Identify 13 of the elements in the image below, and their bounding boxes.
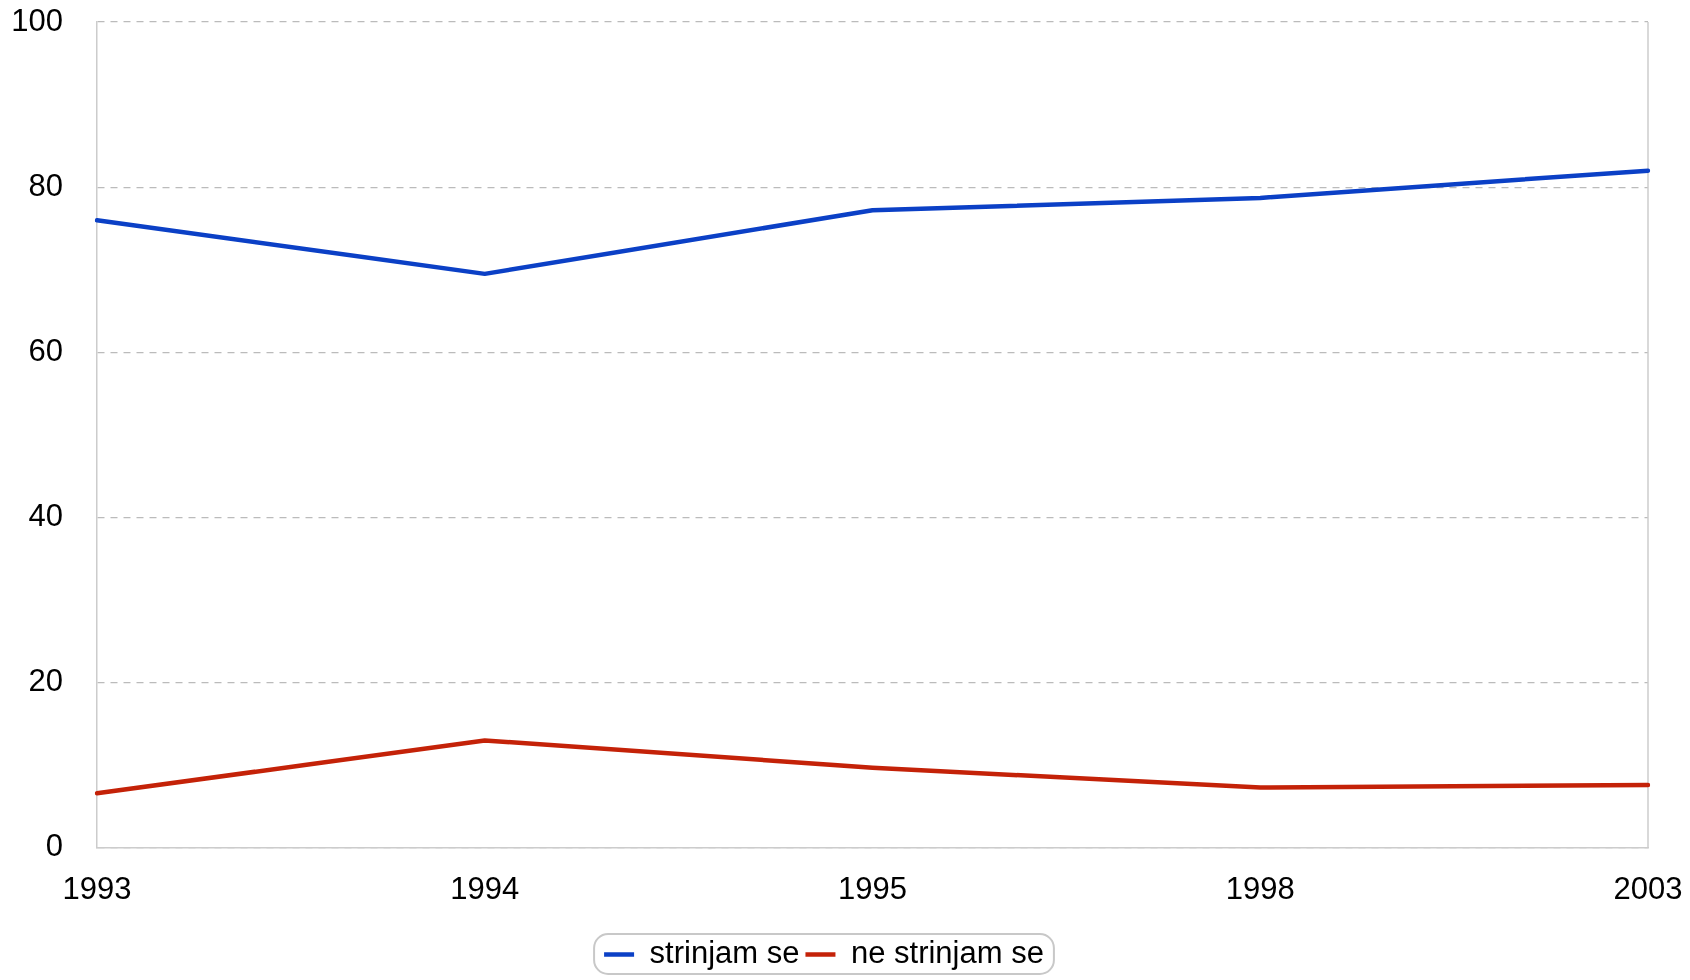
x-tick-label: 1995 xyxy=(838,870,907,906)
y-tick-label: 80 xyxy=(28,167,63,203)
x-tick-label: 1993 xyxy=(62,870,132,906)
legend-label: ne strinjam se xyxy=(850,935,1044,971)
legend-label: strinjam se xyxy=(649,935,800,971)
y-tick-label: 60 xyxy=(28,332,63,368)
y-tick-label: 20 xyxy=(28,663,63,699)
x-tick-label: 1998 xyxy=(1225,870,1295,906)
y-tick-label: 40 xyxy=(28,498,63,534)
y-tick-label: 0 xyxy=(45,828,63,864)
x-tick-label: 1994 xyxy=(450,870,520,906)
x-tick-label: 2003 xyxy=(1613,870,1683,906)
y-tick-label: 100 xyxy=(11,2,63,38)
